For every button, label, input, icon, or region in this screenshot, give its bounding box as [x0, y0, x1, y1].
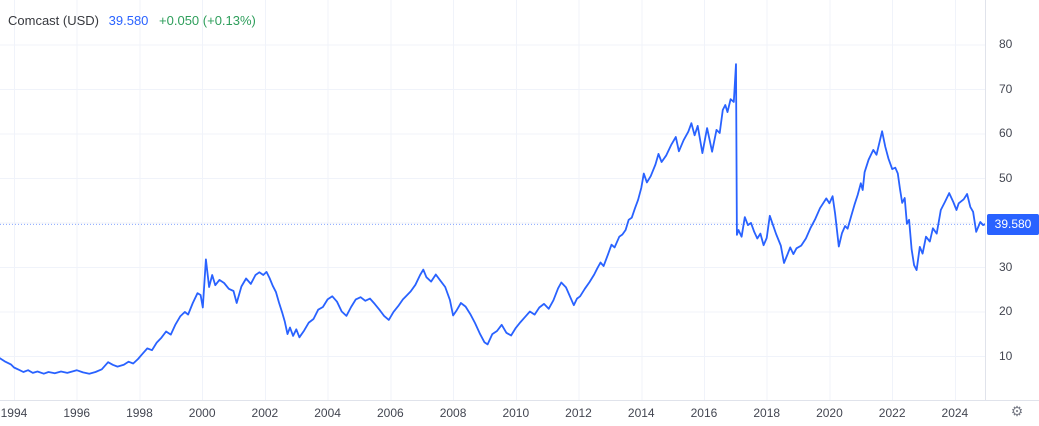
settings-gear-icon[interactable]: ⚙︎ — [1010, 403, 1024, 419]
price-tick-label: 30 — [999, 259, 1013, 274]
vertical-gridlines — [13, 0, 956, 400]
time-tick-label: 2006 — [376, 406, 404, 420]
price-tick-label: 80 — [999, 37, 1013, 52]
last-price-badge: 39.580 — [987, 213, 1039, 235]
time-tick-label: 2000 — [188, 406, 216, 420]
price-chart-pane[interactable] — [0, 0, 985, 400]
price-tick-label: 70 — [999, 81, 1013, 96]
time-tick-label: 2014 — [627, 406, 655, 420]
time-tick-label: 1994 — [0, 406, 28, 420]
time-tick-label: 2012 — [565, 406, 592, 420]
price-tick-label: 20 — [999, 304, 1013, 319]
price-tick-label: 10 — [999, 348, 1013, 363]
time-tick-label: 2002 — [251, 406, 279, 420]
time-tick-label: 2008 — [439, 406, 467, 420]
price-line-series — [0, 63, 985, 375]
price-tick-label: 50 — [999, 170, 1013, 185]
time-tick-label: 2016 — [690, 406, 718, 420]
price-tick-label: 60 — [999, 126, 1013, 141]
symbol-legend: Comcast (USD) 39.580 +0.050 (+0.13%) — [8, 13, 256, 28]
time-tick-label: 2010 — [502, 406, 530, 420]
price-scale-axis[interactable]: 80 70 60 50 30 20 10 — [985, 0, 1039, 400]
horizontal-gridlines — [0, 44, 985, 357]
time-tick-label: 2004 — [314, 406, 341, 420]
time-tick-label: 2020 — [816, 406, 843, 420]
price-change-value: +0.050 (+0.13%) — [159, 13, 256, 28]
time-tick-label: 2022 — [878, 406, 906, 420]
time-tick-label: 2018 — [753, 406, 781, 420]
time-tick-label: 1998 — [126, 406, 153, 420]
symbol-name[interactable]: Comcast (USD) — [8, 13, 100, 28]
time-tick-label: 1996 — [63, 406, 91, 420]
last-price-value: 39.580 — [108, 13, 149, 28]
time-scale-axis[interactable]: 1994 1996 1998 2000 2002 2004 2006 2008 2010 2012… — [0, 400, 1039, 426]
time-tick-label: 2024 — [941, 406, 969, 420]
